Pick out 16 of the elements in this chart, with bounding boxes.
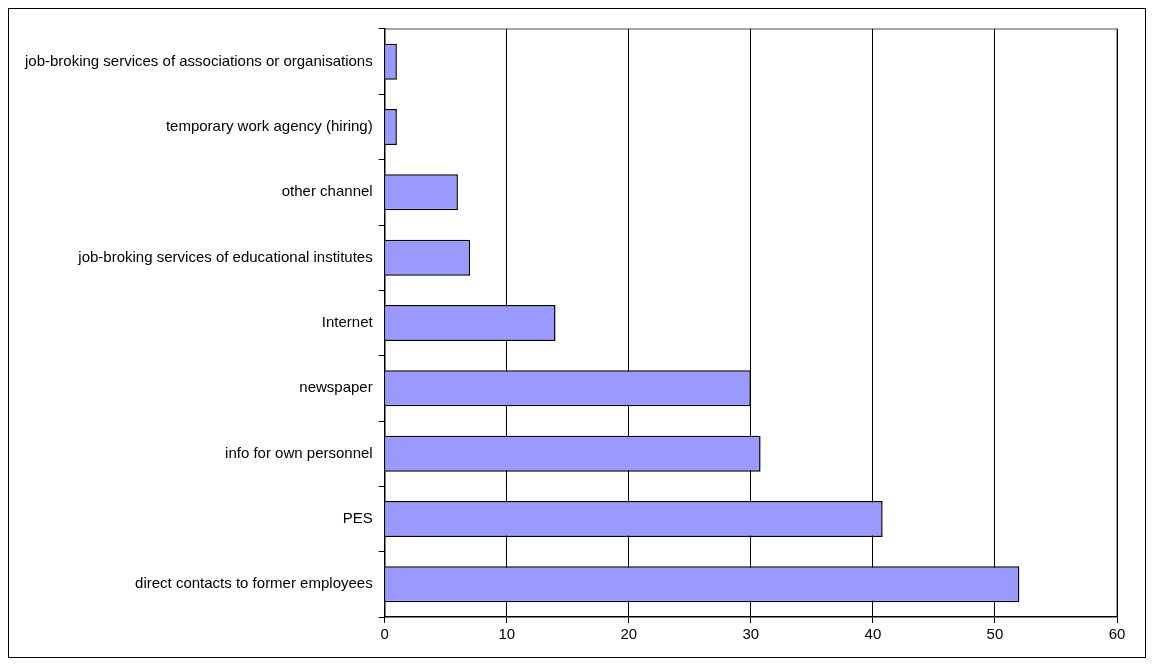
y-tick-label: other channel — [281, 182, 373, 200]
y-tick-label: info for own personnel — [225, 443, 373, 461]
y-tick-label: temporary work agency (hiring) — [165, 117, 373, 135]
y-tick-label: job-broking services of associations or organisations — [23, 51, 373, 69]
y-tick-label: newspaper — [299, 378, 373, 396]
x-tick-label: 10 — [498, 625, 516, 643]
y-tick-label: PES — [342, 509, 373, 527]
x-tick-label: 30 — [742, 625, 760, 643]
x-tick-label: 0 — [380, 625, 389, 643]
x-tick-label: 40 — [864, 625, 882, 643]
x-tick-label: 20 — [620, 625, 638, 643]
x-tick-label: 60 — [1108, 625, 1126, 643]
y-tick-label: direct contacts to former employees — [135, 574, 373, 592]
x-tick-label: 50 — [986, 625, 1004, 643]
y-tick-label: Internet — [321, 313, 374, 331]
y-tick-label: job-broking services of educational institutes — [77, 247, 373, 265]
